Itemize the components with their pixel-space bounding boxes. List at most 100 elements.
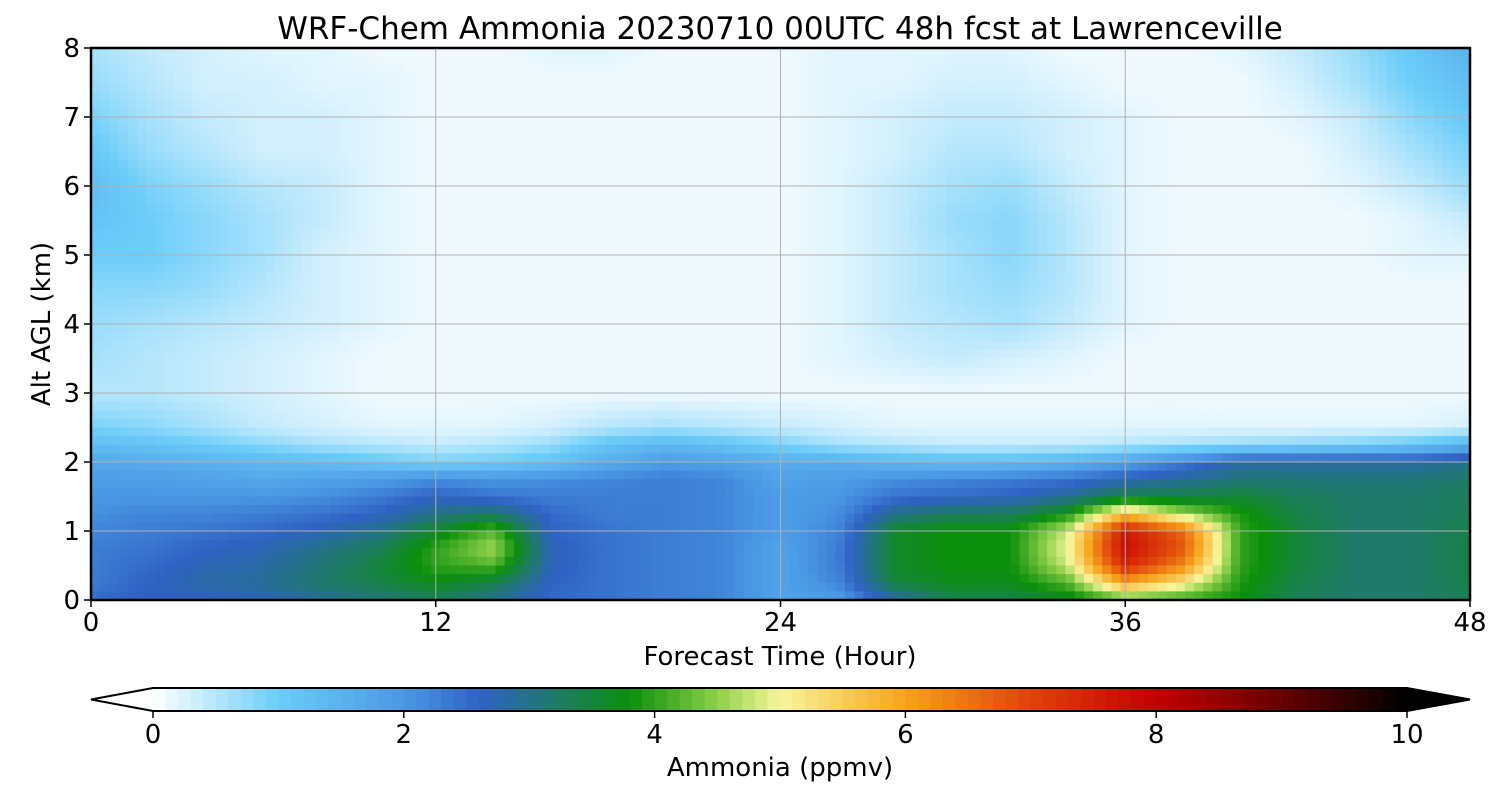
heatmap-cell	[458, 229, 469, 239]
heatmap-cell	[136, 73, 147, 84]
heatmap-cell	[302, 289, 313, 299]
heatmap-cell	[504, 194, 515, 204]
heatmap-cell	[679, 306, 690, 316]
heatmap-cell	[118, 91, 129, 101]
heatmap-cell	[1166, 186, 1177, 196]
heatmap-cell	[210, 324, 221, 334]
heatmap-cell	[440, 99, 451, 109]
heatmap-cell	[513, 125, 524, 135]
heatmap-cell	[1350, 306, 1361, 316]
heatmap-cell	[412, 203, 423, 213]
heatmap-cell	[697, 237, 708, 247]
heatmap-cell	[164, 211, 175, 222]
heatmap-cell	[192, 82, 202, 92]
heatmap-cell	[440, 117, 451, 127]
heatmap-cell	[854, 272, 864, 282]
heatmap-cell	[1451, 280, 1462, 291]
heatmap-cell	[523, 125, 533, 135]
heatmap-cell	[293, 56, 304, 66]
heatmap-cell	[91, 142, 101, 153]
heatmap-cell	[1313, 280, 1324, 291]
heatmap-cell	[146, 315, 156, 325]
heatmap-cell	[1405, 263, 1416, 273]
heatmap-cell	[1074, 203, 1085, 213]
heatmap-cell	[550, 91, 561, 101]
heatmap-cell	[826, 125, 837, 135]
heatmap-cell	[559, 168, 570, 178]
heatmap-cell	[228, 237, 239, 247]
heatmap-cell	[1129, 263, 1140, 273]
heatmap-cell	[559, 134, 570, 144]
heatmap-cell	[1378, 229, 1388, 239]
heatmap-cell	[1047, 99, 1057, 109]
heatmap-cell	[449, 125, 460, 135]
heatmap-cell	[348, 82, 359, 92]
heatmap-cell	[1129, 142, 1140, 153]
heatmap-cell	[854, 280, 864, 291]
heatmap-cell	[467, 203, 478, 213]
heatmap-cell	[1378, 203, 1388, 213]
heatmap-cell	[219, 255, 230, 265]
heatmap-cell	[412, 211, 423, 222]
heatmap-cell	[651, 289, 662, 299]
heatmap-cell	[109, 142, 120, 153]
heatmap-cell	[651, 220, 662, 230]
heatmap-cell	[762, 203, 772, 213]
heatmap-cell	[1157, 142, 1168, 153]
heatmap-cell	[881, 229, 892, 239]
heatmap-cell	[394, 160, 405, 170]
heatmap-cell	[642, 194, 653, 204]
heatmap-cell	[964, 298, 975, 308]
heatmap-cell	[1028, 56, 1039, 66]
heatmap-cell	[284, 255, 294, 265]
heatmap-cell	[596, 315, 607, 325]
heatmap-cell	[863, 125, 874, 135]
heatmap-cell	[918, 324, 929, 334]
heatmap-cell	[550, 82, 561, 92]
heatmap-cell	[743, 211, 754, 222]
heatmap-cell	[394, 125, 405, 135]
heatmap-cell	[927, 289, 938, 299]
heatmap-cell	[284, 160, 294, 170]
heatmap-cell	[844, 151, 855, 161]
heatmap-cell	[615, 211, 625, 222]
heatmap-cell	[495, 73, 506, 84]
heatmap-cell	[927, 134, 938, 144]
heatmap-cell	[1166, 324, 1177, 334]
heatmap-cell	[284, 134, 294, 144]
heatmap-cell	[1460, 255, 1470, 265]
heatmap-cell	[127, 237, 138, 247]
heatmap-cell	[495, 65, 506, 75]
heatmap-cell	[798, 246, 809, 256]
heatmap-cell	[210, 168, 221, 178]
heatmap-cell	[504, 65, 515, 75]
heatmap-cell	[293, 134, 304, 144]
heatmap-cell	[118, 56, 129, 66]
heatmap-cell	[228, 65, 239, 75]
heatmap-cell	[826, 246, 837, 256]
heatmap-cell	[348, 237, 359, 247]
heatmap-cell	[642, 246, 653, 256]
heatmap-cell	[1451, 160, 1462, 170]
heatmap-cell	[228, 315, 239, 325]
heatmap-cell	[247, 255, 258, 265]
heatmap-cell	[1212, 194, 1223, 204]
heatmap-cell	[219, 272, 230, 282]
heatmap-cell	[596, 229, 607, 239]
heatmap-cell	[569, 73, 579, 84]
heatmap-cell	[559, 125, 570, 135]
heatmap-cell	[1157, 99, 1168, 109]
heatmap-cell	[1166, 65, 1177, 75]
heatmap-cell	[357, 246, 368, 256]
heatmap-cell	[357, 263, 368, 273]
heatmap-cell	[826, 280, 837, 291]
heatmap-cell	[91, 306, 101, 316]
heatmap-cell	[789, 255, 800, 265]
heatmap-cell	[1332, 280, 1342, 291]
heatmap-cell	[219, 134, 230, 144]
heatmap-cell	[1433, 324, 1444, 334]
heatmap-cell	[1267, 203, 1278, 213]
heatmap-cell	[752, 203, 763, 213]
heatmap-cell	[1230, 134, 1241, 144]
heatmap-cell	[247, 315, 258, 325]
